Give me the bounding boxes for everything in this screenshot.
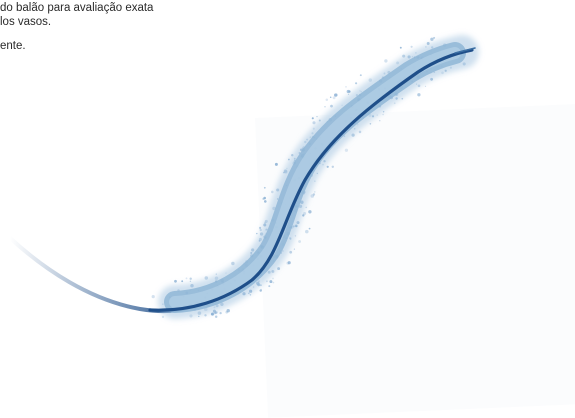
balloon-particle [305, 206, 307, 209]
balloon-particle [174, 279, 177, 283]
balloon-particle [312, 121, 316, 125]
balloon-particle [249, 294, 252, 296]
balloon-particle [264, 200, 267, 203]
balloon-particle [333, 93, 338, 97]
balloon-particle [369, 123, 372, 125]
balloon-particle [256, 232, 258, 235]
balloon-particle [214, 315, 218, 319]
balloon-particle [293, 248, 296, 250]
balloon-highlight [169, 47, 461, 308]
balloon-particle [433, 36, 436, 39]
balloon-particle [219, 311, 222, 315]
balloon-particle [259, 226, 262, 229]
balloon-particle [316, 115, 318, 118]
balloon-particle [263, 196, 266, 200]
balloon-particle [181, 280, 184, 283]
balloon-particle [358, 130, 362, 134]
caption-line-2: los vasos. [0, 16, 52, 28]
balloon-particle [310, 194, 315, 198]
balloon-particle [189, 277, 192, 280]
balloon-particle [272, 281, 275, 284]
balloon-glow [158, 35, 479, 319]
balloon-particle [262, 197, 265, 201]
balloon-particle [325, 98, 329, 102]
balloon-particle [417, 93, 421, 97]
balloon-particle [302, 214, 305, 217]
balloon-particle [430, 37, 434, 41]
balloon-particle [289, 250, 293, 254]
balloon-particle [274, 162, 278, 166]
balloon-particle [272, 277, 274, 280]
balloon-particle [266, 280, 268, 283]
balloon-particle [345, 86, 347, 88]
balloon-particle [344, 148, 349, 152]
balloon-particle [308, 210, 312, 214]
balloon-particle [312, 193, 316, 196]
balloon-particle [424, 85, 427, 87]
balloon-particle [355, 82, 358, 85]
balloon-particle [331, 165, 334, 168]
balloon-particle [324, 106, 326, 108]
balloon-particle [379, 120, 381, 122]
balloon-particle [410, 45, 413, 48]
balloon-particle [346, 89, 350, 94]
balloon-particle [226, 308, 230, 313]
catheter-shaft [148, 48, 474, 312]
balloon-particle [214, 311, 217, 315]
balloon-particle [332, 96, 336, 100]
balloon-particle [151, 294, 155, 299]
balloon-particle [347, 93, 350, 96]
balloon-particle [225, 310, 228, 314]
balloon-particle [298, 240, 302, 243]
balloon-particle [185, 277, 188, 280]
balloon-particle [326, 165, 329, 168]
balloon-particle [259, 289, 262, 292]
caption-line-1: do balão para avaliação exata [0, 2, 154, 14]
balloon-particle [286, 261, 290, 265]
balloon-particle [399, 46, 402, 49]
balloon-particle [269, 280, 273, 284]
balloon-particle [287, 261, 291, 265]
balloon-particle [308, 227, 311, 230]
balloon-particle [268, 285, 271, 288]
balloon-particle [330, 104, 333, 108]
balloon-particle [204, 314, 207, 317]
balloon-particle [359, 74, 362, 77]
balloon-particle [210, 312, 214, 316]
balloon-particle [311, 117, 314, 120]
catheter-tip [454, 47, 476, 54]
balloon-particle [263, 186, 266, 189]
balloon-catheter-icon [8, 35, 479, 319]
balloon-particle [161, 315, 165, 319]
balloon-particle [303, 211, 307, 216]
balloon-particle [271, 190, 274, 194]
caption-line-3: ente. [0, 40, 26, 52]
balloon-particle [305, 229, 309, 234]
balloon-particle [384, 59, 388, 63]
balloon-particle [189, 280, 192, 282]
balloon-particle [382, 113, 384, 116]
balloon-particle [329, 96, 332, 99]
balloon-particle [314, 191, 316, 193]
